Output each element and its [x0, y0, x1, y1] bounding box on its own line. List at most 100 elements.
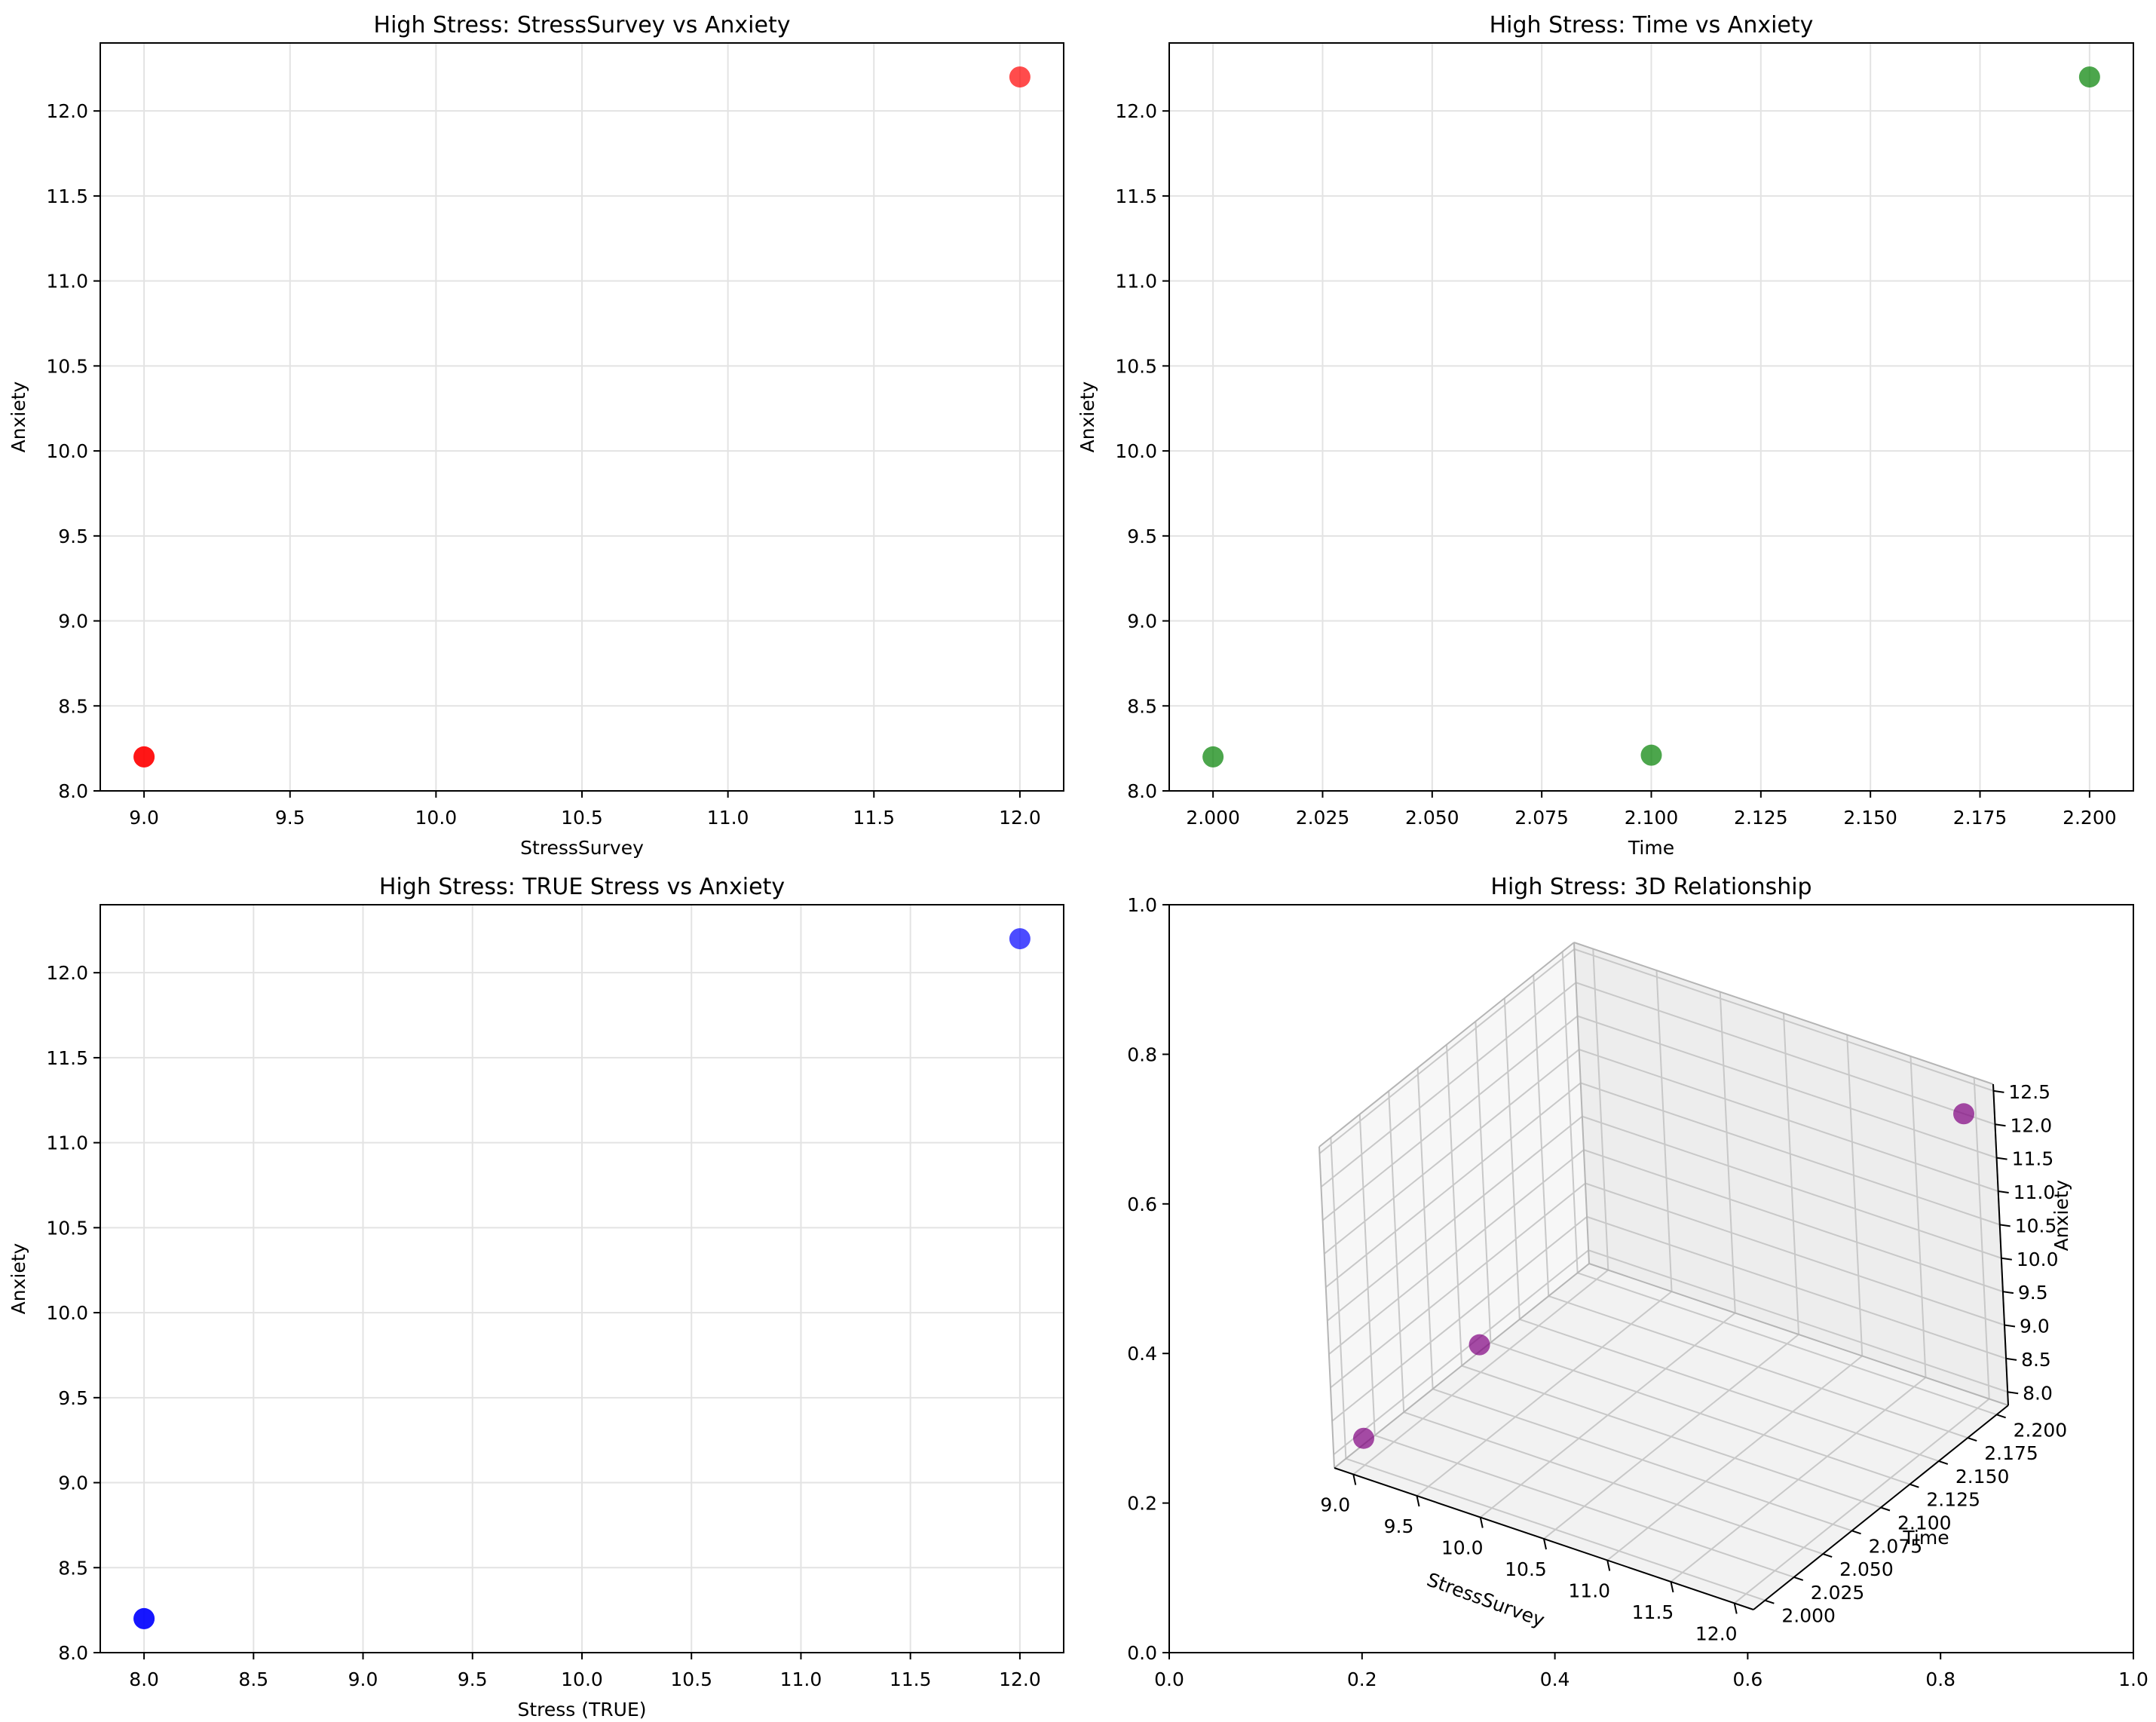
outer-y-tick-label: 0.6 [1127, 1193, 1157, 1215]
x-tick-label: 11.5 [1632, 1601, 1674, 1623]
y-tick [1793, 1576, 1804, 1581]
y-tick-label: 9.5 [1127, 525, 1157, 547]
z-tick [2002, 1291, 2014, 1295]
gridline [1533, 975, 1550, 1297]
data-point [1202, 746, 1224, 768]
plot-frame [1168, 904, 2134, 1653]
gridline [1585, 1182, 2005, 1326]
y-tick-label: 8.5 [1127, 695, 1157, 717]
y-axis-label: Anxiety [1076, 381, 1098, 452]
z-tick-label: 12.0 [2011, 1114, 2053, 1136]
chart-title: High Stress: Time vs Anxiety [1490, 12, 1814, 38]
y-tick-label: 11.5 [46, 1047, 88, 1069]
y-tick [1967, 1437, 1977, 1442]
outer-y-tick-label: 0.2 [1127, 1493, 1157, 1515]
y-tick-label: 9.5 [58, 525, 88, 547]
x-tick-label: 10.0 [1441, 1537, 1484, 1559]
y-tick-label: 11.5 [1115, 185, 1157, 207]
z-axis-label: Anxiety [2050, 1179, 2072, 1251]
pane-edge [1588, 1263, 2009, 1406]
y-tick-label: 12.0 [46, 100, 88, 122]
z-tick [2005, 1357, 2017, 1361]
gridline [1503, 997, 1521, 1319]
gridline [1973, 1077, 1990, 1399]
gridline [1592, 948, 1609, 1270]
data-point [1953, 1103, 1975, 1125]
gridline [1561, 951, 1579, 1273]
y-tick-label: 8.0 [1127, 780, 1157, 802]
gridline [1346, 1457, 1766, 1601]
gridline [1374, 1434, 1795, 1578]
gridline [1318, 948, 1576, 1154]
data-point [1009, 66, 1031, 88]
plot-frame [100, 42, 1064, 792]
panel-time-vs-anxiety: High Stress: Time vs Anxiety Time Anxiet… [1076, 12, 2134, 859]
x-tick-label: 8.0 [129, 1668, 159, 1690]
plot-frame [1168, 42, 2134, 792]
data-point [1009, 928, 1031, 950]
y-tick-label: 11.5 [46, 185, 88, 207]
x-tick [1543, 1538, 1547, 1550]
gridline [1328, 1149, 1585, 1355]
x-tick [1352, 1474, 1357, 1485]
plot-frame [100, 904, 1064, 1653]
outer-y-tick-label: 0.0 [1127, 1642, 1157, 1664]
gridline [1574, 948, 1994, 1092]
z-tick-label: 9.5 [2018, 1282, 2048, 1304]
gridline [1461, 1365, 1882, 1509]
outer-x-tick-label: 0.6 [1733, 1668, 1763, 1690]
y-tick [1938, 1460, 1949, 1465]
x-tick-label: 12.0 [999, 807, 1041, 829]
outer-x-tick-label: 0.8 [1925, 1668, 1955, 1690]
z-tick-label: 12.5 [2008, 1081, 2050, 1103]
y-tick-label: 2.100 [1897, 1512, 1952, 1534]
y-tick [1996, 1414, 2006, 1419]
x-tick-label: 9.5 [275, 807, 305, 829]
z-tick [1998, 1190, 2009, 1193]
y-tick-label: 12.0 [46, 962, 88, 984]
gridline [1586, 1215, 2007, 1359]
y-tick-label: 9.0 [58, 611, 88, 633]
y-axis-label: Anxiety [8, 381, 29, 452]
gridline [1331, 1216, 1588, 1422]
z-tick-label: 8.0 [2023, 1382, 2053, 1404]
gridline [1403, 1411, 1824, 1555]
z-tick [2001, 1257, 2012, 1261]
x-tick-label: 12.0 [1695, 1622, 1738, 1644]
gridline [1576, 982, 1995, 1126]
z-tick [1996, 1157, 2007, 1160]
gridline [1909, 1056, 1927, 1378]
x-tick-label: 10.5 [670, 1668, 712, 1690]
z-tick [1995, 1123, 2006, 1127]
y-tick-label: 9.5 [58, 1387, 88, 1409]
x-tick-label: 2.200 [2063, 807, 2117, 829]
data-point [133, 746, 155, 768]
x-tick [1416, 1495, 1420, 1507]
y-axis-label: Anxiety [8, 1242, 29, 1314]
y-tick-label: 11.0 [46, 271, 88, 293]
data-point [1468, 1334, 1490, 1356]
y-tick-label: 10.0 [46, 440, 88, 462]
x-axis-label: Stress (TRUE) [517, 1699, 646, 1720]
z-tick [1999, 1224, 2011, 1227]
pane-edge [1318, 1146, 1335, 1469]
pane-edge [1318, 942, 1575, 1147]
y-tick [1822, 1553, 1833, 1558]
x-tick-label: 9.0 [348, 1668, 378, 1690]
gridline [1548, 1295, 1968, 1439]
gridline [1324, 1049, 1580, 1255]
y-tick-label: 8.0 [58, 1642, 88, 1664]
gridline [1580, 1082, 2001, 1226]
z-tick-label: 9.0 [2020, 1316, 2050, 1337]
x-tick-label: 2.175 [1953, 807, 2007, 829]
gridline [1583, 1149, 2004, 1293]
gridline [1325, 1082, 1582, 1288]
x-tick-label: 12.0 [999, 1668, 1041, 1690]
y-tick-label: 2.075 [1869, 1535, 1923, 1557]
y-tick-label: 10.0 [46, 1302, 88, 1324]
gridline [1416, 1068, 1434, 1390]
gridline [1432, 1388, 1852, 1532]
outer-y-tick-label: 0.4 [1127, 1343, 1157, 1365]
x-tick [1606, 1560, 1611, 1571]
panel-true-stress-vs-anxiety: High Stress: TRUE Stress vs Anxiety Stre… [8, 874, 1064, 1720]
